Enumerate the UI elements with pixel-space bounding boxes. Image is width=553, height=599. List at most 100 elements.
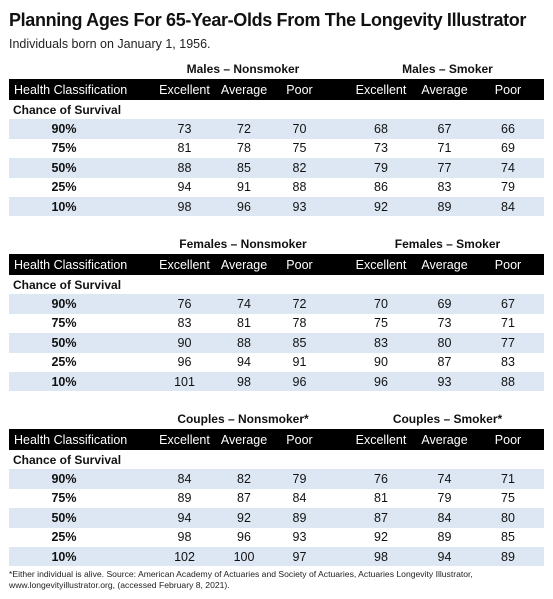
- row-label: 50%: [51, 510, 77, 525]
- data-cell: 71: [501, 472, 515, 487]
- data-cell: 91: [292, 355, 307, 370]
- data-cell: 79: [374, 160, 388, 175]
- data-cell: 86: [374, 180, 388, 195]
- data-cell: 84: [292, 491, 307, 506]
- table-row: 50% 90 88 85 83 80 77: [9, 333, 544, 353]
- row-label: 10%: [51, 199, 77, 214]
- table-row: 50% 88 85 82 79 77 74: [9, 158, 544, 178]
- group-title-row: Males – Nonsmoker Males – Smoker: [9, 58, 544, 79]
- table-row: 75% 81 78 75 73 71 69: [9, 139, 544, 158]
- column-header: Average: [220, 432, 268, 447]
- table-row: 75% 83 81 78 75 73 71: [9, 314, 544, 333]
- group-title-left: Males – Nonsmoker: [186, 62, 300, 76]
- row-group-label: Chance of Survival: [13, 277, 122, 292]
- data-cell: 89: [292, 510, 307, 525]
- column-header: Excellent: [159, 257, 210, 272]
- data-cell: 94: [177, 510, 192, 525]
- row-group-label-row: Chance of Survival: [9, 450, 544, 469]
- data-cell: 83: [437, 180, 452, 195]
- data-cell: 83: [501, 355, 515, 370]
- column-header: Average: [421, 82, 468, 97]
- table-header-row: Health Classification Excellent Average Poo…: [9, 79, 544, 100]
- group-title-left: Couples – Nonsmoker*: [177, 412, 309, 426]
- data-cell: 70: [374, 297, 388, 312]
- data-cell: 80: [501, 510, 515, 525]
- data-cell: 73: [374, 141, 388, 156]
- column-header: Excellent: [159, 432, 210, 447]
- data-cell: 72: [292, 297, 307, 312]
- data-cell: 78: [237, 141, 251, 156]
- data-cell: 69: [501, 141, 515, 156]
- row-label: 25%: [51, 180, 77, 195]
- data-cell: 89: [437, 530, 452, 545]
- data-cell: 76: [177, 297, 192, 312]
- table-row: 10% 98 96 93 92 89 84: [9, 196, 544, 217]
- data-cell: 92: [237, 510, 251, 525]
- column-header: Average: [421, 432, 468, 447]
- column-header: Excellent: [355, 82, 407, 97]
- chart-subtitle: Individuals born on January 1, 1956.: [9, 37, 211, 51]
- chart-title: Planning Ages For 65-Year-Olds From The …: [9, 10, 527, 30]
- data-cell: 75: [501, 491, 515, 506]
- row-label: 10%: [51, 549, 77, 564]
- table-section: Couples – Nonsmoker* Couples – Smoker* Hea…: [9, 408, 544, 567]
- data-cell: 73: [437, 316, 452, 331]
- data-cell: 97: [292, 549, 307, 564]
- data-cell: 77: [501, 335, 515, 350]
- data-cell: 98: [177, 530, 192, 545]
- data-cell: 82: [292, 160, 307, 175]
- data-cell: 70: [292, 122, 307, 137]
- data-cell: 96: [237, 199, 251, 214]
- data-cell: 73: [177, 122, 192, 137]
- data-cell: 67: [501, 297, 515, 312]
- group-title-row: Couples – Nonsmoker* Couples – Smoker*: [9, 408, 544, 429]
- data-cell: 71: [437, 141, 452, 156]
- row-label: 50%: [51, 160, 77, 175]
- data-cell: 84: [177, 472, 192, 487]
- column-header: Excellent: [159, 82, 210, 97]
- data-cell: 91: [237, 180, 251, 195]
- data-cell: 80: [437, 335, 452, 350]
- data-cell: 89: [501, 549, 515, 564]
- data-cell: 81: [374, 491, 388, 506]
- data-cell: 79: [437, 491, 452, 506]
- row-label: 75%: [51, 316, 77, 331]
- row-label: 25%: [51, 530, 77, 545]
- data-cell: 88: [501, 374, 515, 389]
- table-row: 25% 94 91 88 86 83 79: [9, 178, 544, 197]
- table-row: 90% 76 74 72 70 69 67: [9, 294, 544, 314]
- row-label: 90%: [51, 472, 77, 487]
- data-cell: 66: [501, 122, 515, 137]
- data-cell: 88: [292, 180, 307, 195]
- column-header: Poor: [494, 432, 522, 447]
- data-cell: 83: [177, 316, 192, 331]
- data-cell: 88: [177, 160, 192, 175]
- row-label: 75%: [51, 141, 77, 156]
- row-group-label: Chance of Survival: [13, 102, 122, 117]
- data-cell: 84: [501, 199, 515, 214]
- header-label: Health Classification: [14, 432, 128, 447]
- data-cell: 74: [501, 160, 515, 175]
- data-cell: 82: [237, 472, 251, 487]
- data-cell: 75: [292, 141, 307, 156]
- data-cell: 102: [174, 549, 195, 564]
- column-header: Poor: [286, 82, 313, 97]
- data-cell: 90: [374, 355, 388, 370]
- data-cell: 100: [233, 549, 255, 564]
- row-label: 75%: [51, 491, 77, 506]
- data-cell: 76: [374, 472, 388, 487]
- table-header-row: Health Classification Excellent Average Poo…: [9, 254, 544, 275]
- row-label: 90%: [51, 297, 77, 312]
- row-label: 50%: [51, 335, 77, 350]
- data-cell: 94: [237, 355, 251, 370]
- row-label: 90%: [51, 122, 77, 137]
- table-row: 25% 96 94 91 90 87 83: [9, 353, 544, 372]
- data-cell: 93: [292, 530, 307, 545]
- header-label: Health Classification: [14, 257, 128, 272]
- data-cell: 96: [374, 374, 388, 389]
- group-title-right: Females – Smoker: [394, 237, 501, 251]
- data-cell: 75: [374, 316, 388, 331]
- table-row: 10% 102 100 97 98 94 89: [9, 546, 544, 567]
- data-cell: 90: [177, 335, 192, 350]
